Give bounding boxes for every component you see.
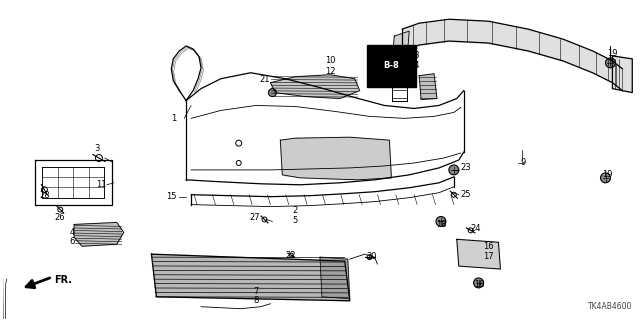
Text: 1: 1 (171, 114, 176, 123)
Text: 23: 23 (461, 164, 472, 172)
Polygon shape (392, 31, 409, 59)
Text: 18: 18 (436, 220, 447, 229)
Text: 12: 12 (324, 67, 335, 76)
Text: 26: 26 (54, 213, 65, 222)
Polygon shape (320, 257, 349, 299)
Text: TK4AB4600: TK4AB4600 (588, 302, 632, 311)
Circle shape (268, 89, 276, 97)
Text: 4: 4 (70, 228, 75, 237)
Polygon shape (280, 140, 392, 178)
Text: 14: 14 (409, 61, 419, 70)
Text: 21: 21 (259, 75, 269, 84)
Text: 2: 2 (292, 206, 298, 215)
Circle shape (436, 217, 446, 227)
Polygon shape (457, 239, 500, 269)
Text: 24: 24 (470, 224, 481, 233)
Polygon shape (271, 75, 360, 99)
Text: 16: 16 (483, 242, 494, 251)
Text: 17: 17 (483, 252, 494, 261)
Text: 20: 20 (366, 252, 377, 261)
Text: 10: 10 (324, 56, 335, 65)
Circle shape (474, 278, 484, 288)
Text: 6: 6 (70, 237, 75, 246)
Circle shape (600, 173, 611, 183)
Text: 13: 13 (409, 52, 419, 60)
Polygon shape (280, 137, 392, 180)
Text: 19: 19 (602, 170, 612, 180)
Text: 11: 11 (97, 180, 107, 189)
Polygon shape (74, 222, 124, 246)
Text: B-8: B-8 (383, 61, 399, 70)
Polygon shape (419, 74, 437, 100)
Text: 5: 5 (292, 216, 298, 225)
Text: 3: 3 (94, 144, 100, 153)
Text: 25: 25 (461, 190, 471, 199)
Text: 8: 8 (253, 296, 259, 305)
Text: 15: 15 (166, 192, 176, 201)
Text: 22: 22 (285, 251, 296, 260)
Text: FR.: FR. (54, 275, 72, 285)
Polygon shape (152, 254, 349, 301)
Text: 19: 19 (607, 49, 618, 59)
Text: 28: 28 (39, 191, 50, 200)
Text: 7: 7 (253, 287, 259, 296)
Polygon shape (612, 56, 632, 92)
Text: 18: 18 (474, 280, 484, 289)
Circle shape (605, 58, 616, 68)
Text: 27: 27 (249, 213, 260, 222)
Circle shape (449, 165, 459, 175)
Text: 9: 9 (520, 158, 526, 167)
